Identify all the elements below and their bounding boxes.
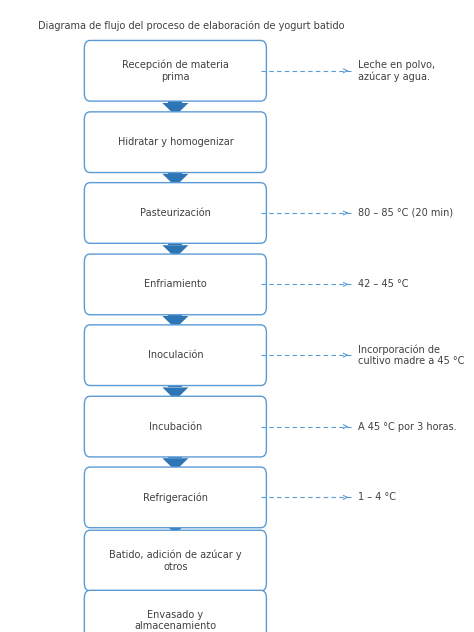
FancyBboxPatch shape (84, 530, 266, 591)
Polygon shape (162, 245, 189, 258)
Text: Leche en polvo,
azúcar y agua.: Leche en polvo, azúcar y agua. (358, 59, 435, 82)
Text: Batido, adición de azúcar y
otros: Batido, adición de azúcar y otros (109, 550, 242, 571)
Text: Inoculación: Inoculación (147, 350, 203, 360)
Text: 42 – 45 °C: 42 – 45 °C (358, 279, 409, 289)
Polygon shape (162, 387, 189, 400)
Text: Diagrama de flujo del proceso de elaboración de yogurt batido: Diagrama de flujo del proceso de elabora… (38, 20, 345, 31)
FancyBboxPatch shape (84, 396, 266, 457)
Text: Hidratar y homogenizar: Hidratar y homogenizar (118, 137, 233, 147)
FancyBboxPatch shape (84, 40, 266, 101)
FancyBboxPatch shape (84, 325, 266, 386)
Text: A 45 °C por 3 horas.: A 45 °C por 3 horas. (358, 422, 456, 432)
Polygon shape (168, 311, 182, 316)
Polygon shape (168, 581, 182, 587)
Polygon shape (168, 382, 182, 387)
FancyBboxPatch shape (84, 183, 266, 243)
Text: Incubación: Incubación (149, 422, 202, 432)
Text: Incorporación de
cultivo madre a 45 °C: Incorporación de cultivo madre a 45 °C (358, 344, 464, 366)
Polygon shape (168, 240, 182, 245)
Polygon shape (162, 458, 189, 471)
Polygon shape (168, 97, 182, 103)
Polygon shape (162, 581, 189, 594)
Text: 1 – 4 °C: 1 – 4 °C (358, 492, 396, 502)
FancyBboxPatch shape (84, 254, 266, 315)
Text: Refrigeración: Refrigeración (143, 492, 208, 502)
Polygon shape (162, 174, 189, 186)
Text: Envasado y
almacenamiento: Envasado y almacenamiento (134, 610, 217, 631)
Polygon shape (162, 521, 189, 534)
Polygon shape (162, 103, 189, 116)
Text: Enfriamiento: Enfriamiento (144, 279, 207, 289)
Polygon shape (168, 521, 182, 524)
Text: Recepción de materia
prima: Recepción de materia prima (122, 60, 229, 82)
FancyBboxPatch shape (84, 467, 266, 528)
FancyBboxPatch shape (84, 590, 266, 632)
Text: 80 – 85 °C (20 min): 80 – 85 °C (20 min) (358, 208, 453, 218)
FancyBboxPatch shape (84, 112, 266, 173)
Text: Pasteurización: Pasteurización (140, 208, 211, 218)
Polygon shape (162, 316, 189, 329)
Polygon shape (168, 169, 182, 174)
Polygon shape (168, 453, 182, 458)
